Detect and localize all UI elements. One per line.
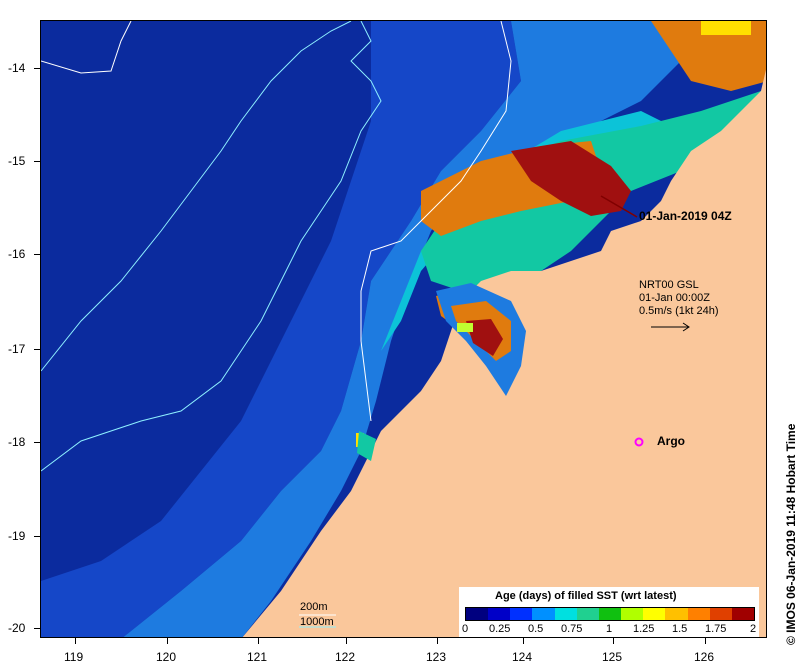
colorbar-tick-label: 0.5	[528, 623, 544, 635]
isobath-200m-nw	[41, 21, 132, 74]
lon-tick-mark	[258, 638, 259, 644]
lon-tick-mark	[346, 638, 347, 644]
lon-tick-label: 123	[426, 650, 447, 664]
lon-tick-mark	[167, 638, 168, 644]
colorbar-panel: Age (days) of filled SST (wrt latest) 0 0…	[459, 587, 759, 637]
colorbar-tick-label: 1.25	[633, 623, 655, 635]
lat-tick-label: -15	[8, 154, 26, 168]
orange-patch-ne	[651, 21, 766, 91]
lon-tick-mark	[75, 638, 76, 644]
lon-tick-label: 119	[64, 650, 84, 664]
credit-text: © IMOS 06-Jan-2019 11:48 Hobart Time	[784, 423, 798, 645]
lat-tick-mark	[34, 254, 40, 255]
colorbar-tick-label: 1.75	[705, 623, 727, 635]
lat-tick-mark	[34, 349, 40, 350]
sst-map[interactable]: 01-Jan-2019 04Z NRT00 GSL 01-Jan 00:00Z …	[40, 20, 767, 638]
colorbar-swatch	[621, 608, 644, 620]
lat-tick-label: -18	[8, 435, 26, 449]
lon-tick-label: 120	[156, 650, 177, 664]
colorbar-swatch	[554, 608, 577, 620]
lon-tick-label: 121	[247, 650, 268, 664]
image-time-pointer	[600, 195, 638, 218]
lon-tick-label: 122	[335, 650, 356, 664]
lat-tick-label: -20	[8, 621, 26, 635]
current-legend: NRT00 GSL 01-Jan 00:00Z 0.5m/s (1kt 24h)	[639, 279, 718, 318]
lat-tick-mark	[34, 161, 40, 162]
colorbar	[465, 607, 755, 621]
colorbar-title: Age (days) of filled SST (wrt latest)	[495, 590, 677, 602]
colorbar-swatch	[643, 608, 666, 620]
argo-label: Argo	[657, 434, 685, 448]
colorbar-swatch	[598, 608, 622, 620]
image-time-label: 01-Jan-2019 04Z	[639, 209, 732, 223]
colorbar-swatch	[731, 608, 755, 620]
red-patch	[511, 141, 631, 216]
colorbar-swatch	[709, 608, 732, 620]
lat-tick-label: -17	[8, 342, 26, 356]
colorbar-tick-label: 0.75	[561, 623, 583, 635]
lon-tick-mark	[437, 638, 438, 644]
lon-tick-mark	[613, 638, 614, 644]
colorbar-swatch	[576, 608, 599, 620]
colorbar-tick-label: 1.5	[672, 623, 688, 635]
lat-tick-mark	[34, 442, 40, 443]
colorbar-tick-label: 0	[462, 623, 469, 635]
lat-tick-mark	[34, 536, 40, 537]
depth-legend-200m: 200m	[300, 601, 328, 613]
colorbar-swatch	[488, 608, 511, 620]
colorbar-swatch	[510, 608, 533, 620]
colorbar-swatch	[466, 608, 489, 620]
current-legend-line1: NRT00 GSL	[639, 279, 699, 291]
yellow-spot	[701, 21, 751, 35]
colorbar-swatch	[532, 608, 555, 620]
lat-tick-mark	[34, 68, 40, 69]
lon-tick-label: 125	[602, 650, 623, 664]
current-scale-arrowhead	[682, 322, 690, 332]
current-legend-line3: 0.5m/s (1kt 24h)	[639, 305, 719, 317]
isobath-200m	[360, 21, 512, 422]
argo-marker[interactable]	[634, 437, 644, 447]
lon-tick-label: 126	[694, 650, 715, 664]
lon-tick-label: 124	[512, 650, 533, 664]
isobath-1000m	[41, 21, 352, 372]
depth-legend-1000m: 1000m	[300, 616, 334, 628]
map-canvas	[41, 21, 766, 637]
mid-ocean	[41, 21, 521, 637]
isobath-1000m-inner	[41, 21, 382, 472]
shelf-ocean	[123, 21, 681, 637]
current-legend-line2: 01-Jan 00:00Z	[639, 292, 710, 304]
lat-tick-label: -19	[8, 529, 26, 543]
colorbar-tick-label: 1	[606, 623, 613, 635]
colorbar-tick-label: 2	[750, 623, 757, 635]
lat-tick-label: -14	[8, 61, 26, 75]
colorbar-tick-label: 0.25	[489, 623, 511, 635]
king-sound-yellow	[457, 323, 473, 332]
king-sound-hot	[466, 319, 503, 356]
lon-tick-mark	[523, 638, 524, 644]
lat-tick-mark	[34, 628, 40, 629]
lon-tick-mark	[705, 638, 706, 644]
colorbar-swatch	[665, 608, 688, 620]
lat-tick-label: -16	[8, 247, 26, 261]
colorbar-swatch	[687, 608, 710, 620]
roebuck-patch	[357, 431, 376, 461]
